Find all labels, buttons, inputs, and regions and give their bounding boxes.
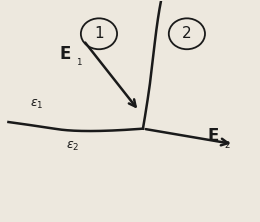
Text: $\mathbf{E}$: $\mathbf{E}$ xyxy=(59,45,72,63)
Text: $\varepsilon_1$: $\varepsilon_1$ xyxy=(30,98,44,111)
Text: $\mathbf{E}$: $\mathbf{E}$ xyxy=(207,127,219,145)
Text: $\varepsilon_2$: $\varepsilon_2$ xyxy=(66,140,80,153)
Text: $_2$: $_2$ xyxy=(224,138,230,151)
Text: $_1$: $_1$ xyxy=(76,55,83,68)
Text: 2: 2 xyxy=(182,26,192,41)
Text: 1: 1 xyxy=(94,26,104,41)
